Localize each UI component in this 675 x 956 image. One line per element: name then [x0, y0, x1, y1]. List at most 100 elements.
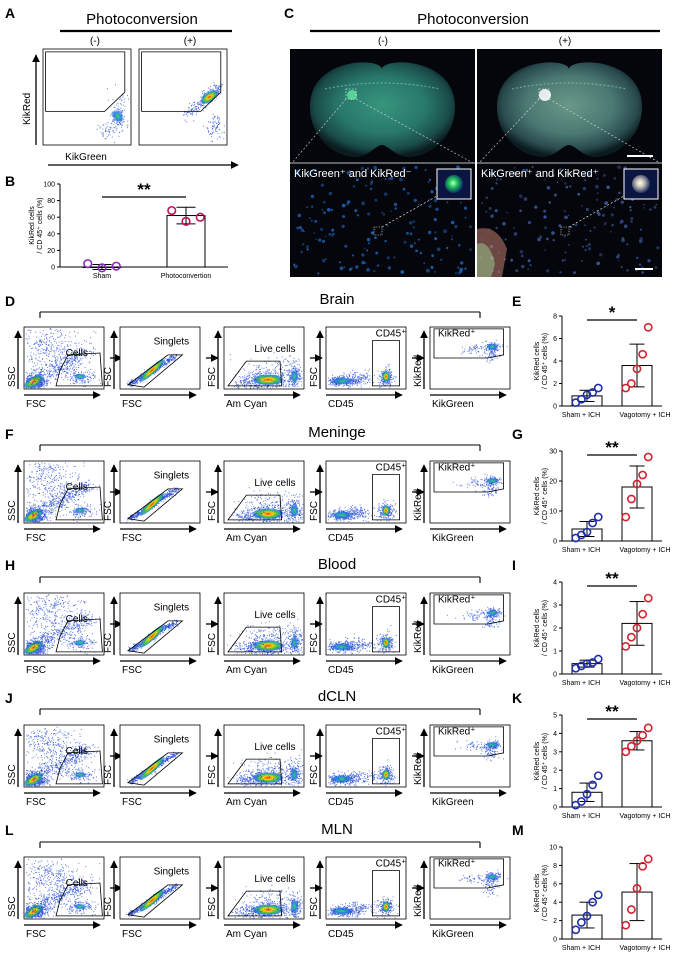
event-dot	[40, 364, 42, 366]
event-dot	[48, 353, 50, 355]
event-dot	[26, 379, 28, 381]
event-dot	[41, 378, 43, 380]
event-dot	[253, 383, 255, 385]
event-dot	[276, 357, 278, 359]
event-dot	[46, 504, 48, 506]
event-dot	[31, 510, 33, 511]
event-dot	[174, 358, 176, 360]
event-dot	[89, 361, 91, 363]
event-dot	[54, 500, 56, 502]
event-dot	[475, 345, 477, 346]
event-dot	[488, 344, 490, 346]
event-dot	[43, 348, 45, 350]
event-dot	[169, 356, 171, 358]
event-dot	[278, 384, 280, 386]
event-dot	[37, 506, 39, 508]
event-dot	[102, 133, 104, 135]
cortex-layer	[511, 82, 628, 90]
event-dot	[43, 342, 45, 344]
event-dot	[253, 379, 255, 381]
event-dot	[78, 360, 80, 362]
event-dot	[393, 376, 395, 377]
nucleus-dot	[457, 266, 460, 269]
event-dot	[470, 347, 472, 349]
event-dot	[257, 387, 258, 389]
event-dot	[344, 384, 346, 386]
event-dot	[40, 339, 42, 341]
event-dot	[74, 355, 76, 357]
event-dot	[197, 110, 199, 112]
event-dot	[90, 342, 92, 344]
event-dot	[78, 342, 80, 344]
event-dot	[67, 372, 69, 374]
event-dot	[71, 360, 73, 362]
event-dot	[27, 342, 29, 344]
event-dot	[38, 379, 40, 381]
event-dot	[493, 353, 495, 355]
event-dot	[54, 340, 56, 342]
event-dot	[163, 364, 164, 366]
event-dot	[46, 383, 48, 385]
event-dot	[385, 382, 386, 384]
event-dot	[50, 504, 52, 506]
event-dot	[85, 341, 87, 343]
event-dot	[247, 381, 249, 383]
event-dot	[216, 86, 218, 88]
event-dot	[44, 384, 46, 386]
event-dot	[65, 497, 67, 499]
event-dot	[281, 372, 283, 374]
event-dot	[288, 382, 290, 384]
event-dot	[42, 502, 44, 504]
panel-letter-h: H	[5, 557, 15, 573]
event-dot	[87, 351, 89, 353]
nucleus-dot	[469, 248, 472, 252]
event-dot	[84, 490, 85, 492]
event-dot	[169, 356, 171, 358]
event-dot	[106, 130, 108, 132]
event-dot	[50, 349, 52, 351]
event-dot	[194, 107, 196, 109]
event-dot	[268, 368, 270, 370]
event-dot	[55, 509, 57, 511]
event-dot	[49, 365, 51, 367]
event-dot	[191, 103, 193, 105]
nucleus-dot	[294, 264, 298, 269]
event-dot	[60, 358, 62, 360]
event-dot	[243, 383, 245, 385]
event-dot	[213, 124, 215, 126]
nucleus-dot	[521, 254, 524, 258]
event-dot	[259, 379, 261, 381]
nucleus-dot	[504, 238, 507, 241]
event-dot	[251, 380, 253, 381]
event-dot	[121, 130, 123, 132]
event-dot	[94, 377, 96, 378]
nucleus-dot	[585, 207, 590, 211]
event-dot	[283, 381, 284, 383]
event-dot	[166, 359, 168, 361]
event-dot	[41, 511, 43, 513]
nucleus-dot	[513, 232, 518, 236]
event-dot	[61, 496, 63, 498]
category-label: Photoconvertion	[161, 273, 212, 280]
event-dot	[275, 384, 277, 385]
event-dot	[52, 512, 54, 514]
event-dot	[27, 329, 29, 331]
nucleus-dot	[613, 206, 615, 209]
event-dot	[62, 503, 64, 505]
photoconversion-title-c: Photoconversion	[417, 11, 529, 28]
event-dot	[42, 512, 43, 514]
event-dot	[390, 378, 392, 380]
event-dot	[392, 378, 394, 380]
event-dot	[213, 122, 214, 124]
nucleus-dot	[323, 201, 326, 204]
event-dot	[52, 509, 54, 511]
event-dot	[114, 142, 115, 143]
event-dot	[298, 380, 300, 382]
event-dot	[359, 373, 361, 375]
event-dot	[34, 343, 36, 345]
event-dot	[89, 491, 91, 493]
event-dot	[343, 372, 345, 374]
event-dot	[265, 367, 267, 369]
event-dot	[191, 109, 193, 111]
event-dot	[113, 127, 115, 129]
